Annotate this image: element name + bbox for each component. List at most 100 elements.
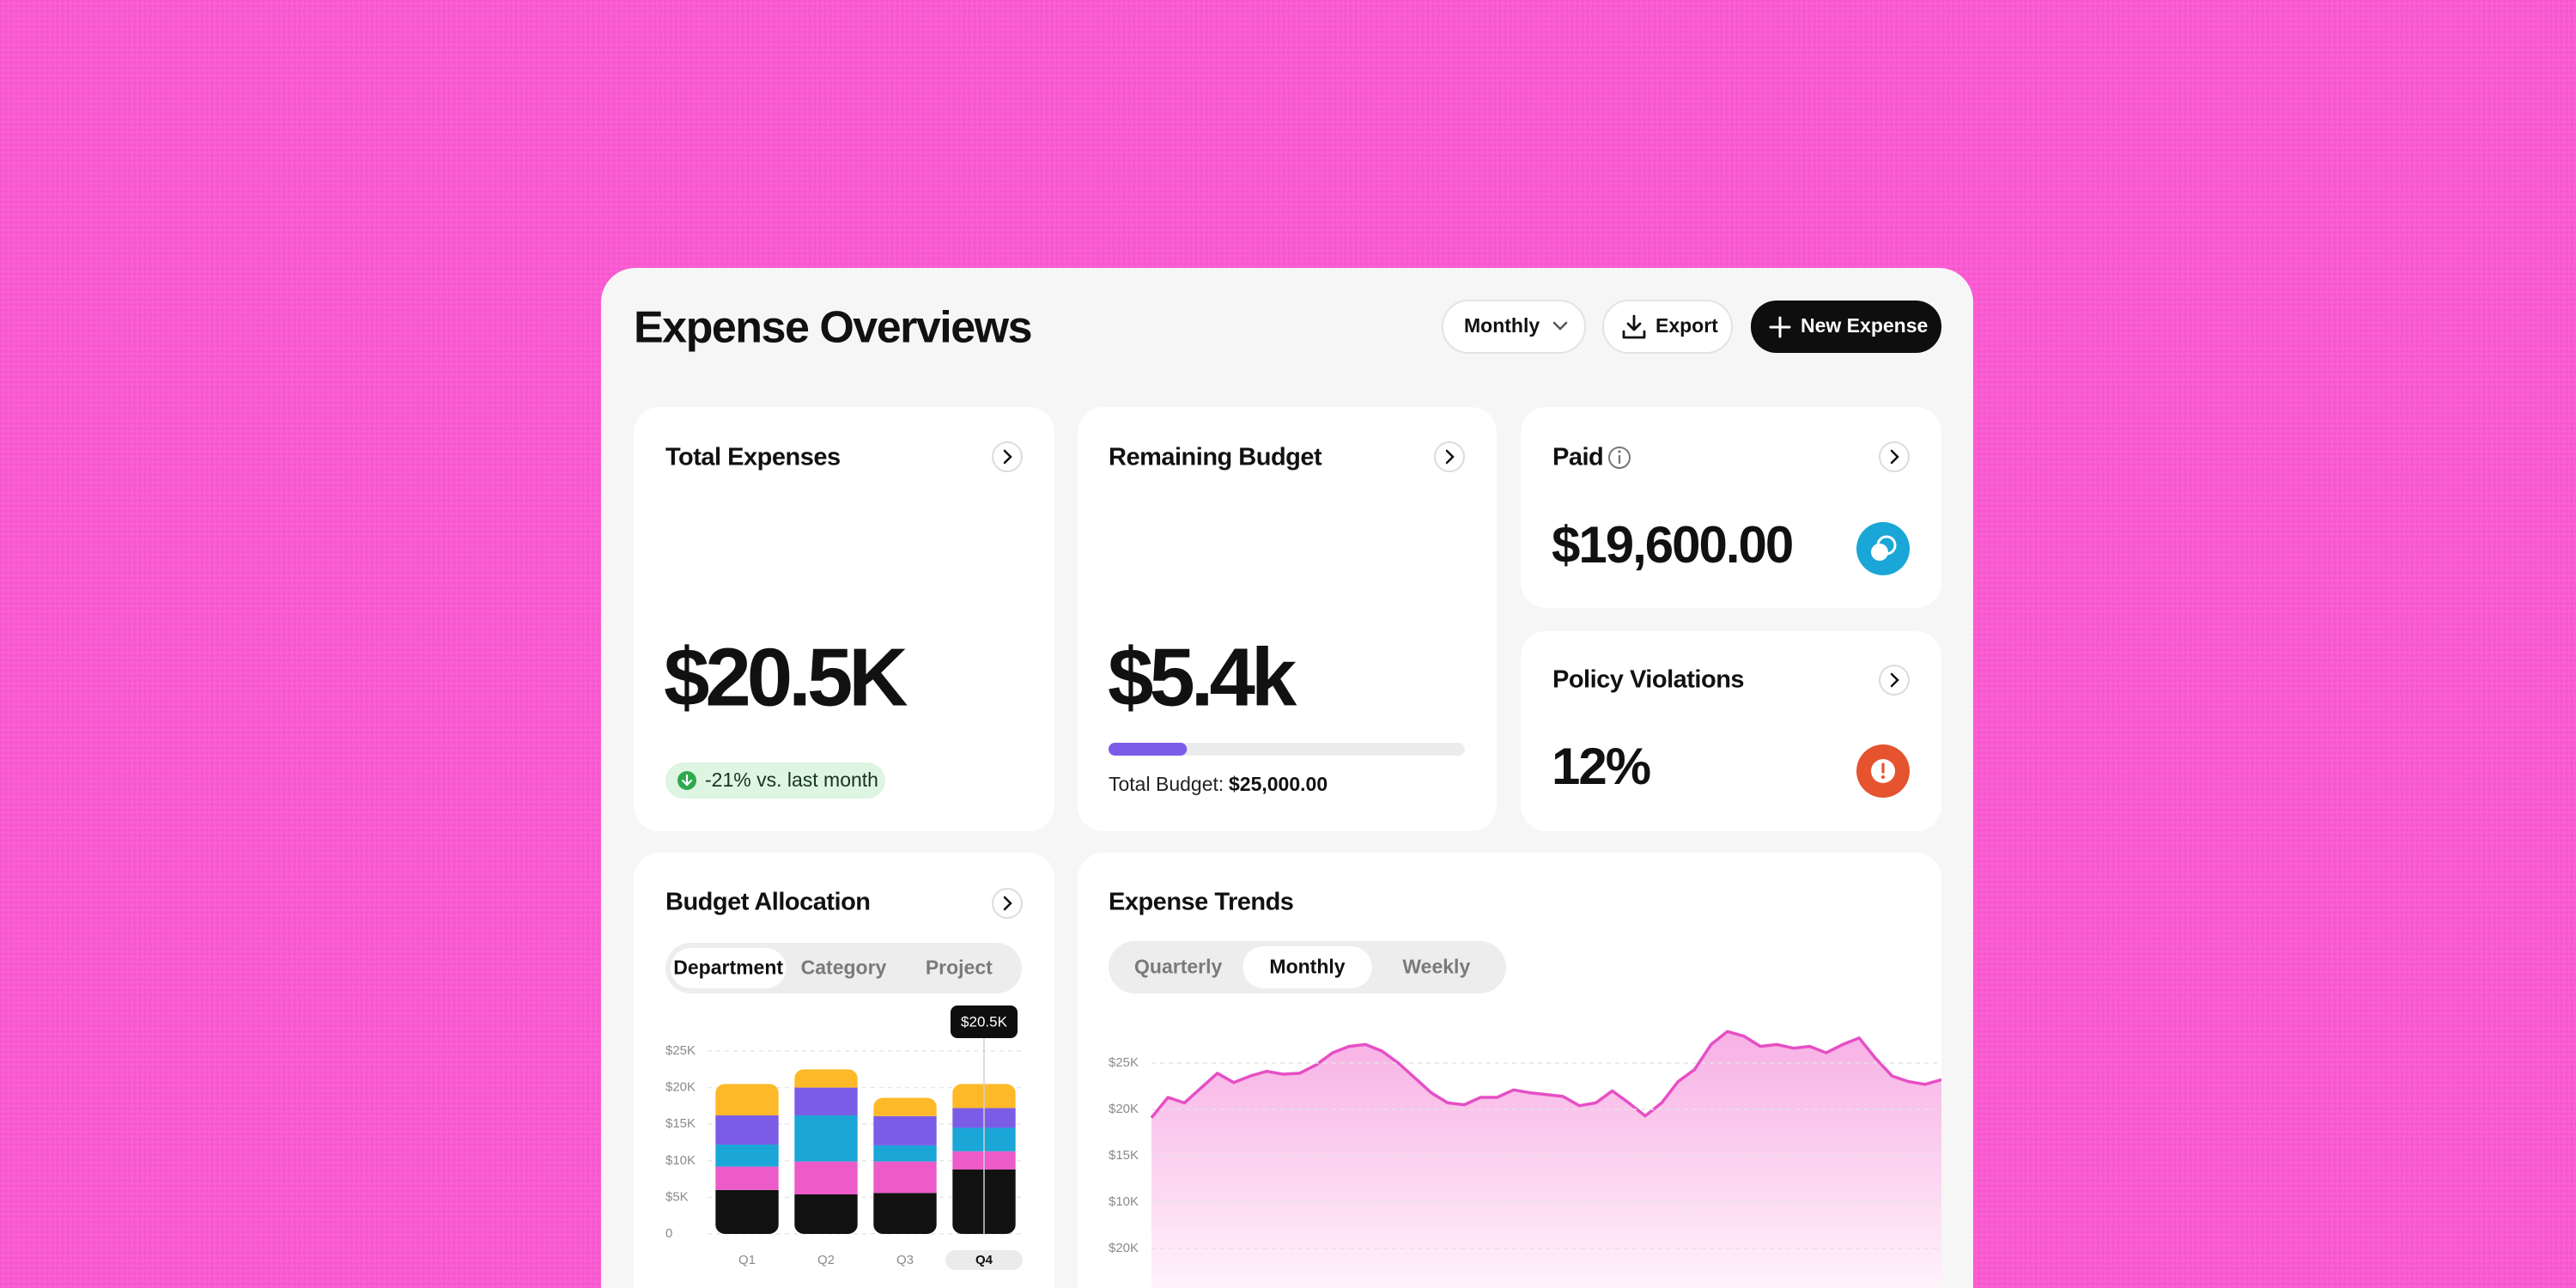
bar-segment	[794, 1087, 858, 1115]
tab[interactable]: Quarterly	[1134, 956, 1222, 978]
card-title: Budget Allocation	[665, 889, 871, 916]
bar-segment	[794, 1194, 858, 1234]
progress-track	[1109, 743, 1465, 756]
category-highlight	[945, 1250, 1023, 1270]
coin	[1871, 544, 1888, 561]
new-expense-label[interactable]: New Expense	[1801, 314, 1928, 337]
card	[1078, 407, 1497, 831]
bar-segment	[873, 1193, 937, 1234]
down-arrow	[681, 774, 693, 787]
tab[interactable]: Project	[926, 957, 993, 979]
y-tick-label: $5K	[665, 1189, 689, 1204]
dropdown-label[interactable]: Monthly	[1464, 314, 1540, 337]
tooltip-box	[951, 1005, 1018, 1038]
tab[interactable]: Monthly	[1269, 956, 1345, 978]
y-tick-label: $15K	[1109, 1148, 1139, 1163]
bar-segment	[715, 1115, 779, 1145]
tab[interactable]: Weekly	[1402, 956, 1470, 978]
download-icon	[1622, 314, 1646, 339]
progress-fill	[1109, 743, 1188, 756]
y-tick-label: $20K	[1109, 1241, 1139, 1255]
y-tick-label: $10K	[1109, 1194, 1139, 1209]
charts: Department Category Project $25K $20K $15K $10…	[665, 941, 1941, 1288]
kpi-value: $19,600.00	[1552, 516, 1792, 574]
x-tick-label: Q2	[817, 1253, 835, 1267]
chevron-right	[1003, 896, 1012, 911]
chevron-right	[1445, 449, 1455, 465]
bar-segment	[794, 1115, 858, 1162]
chevron-right	[1890, 449, 1899, 465]
tab-selected[interactable]	[671, 948, 787, 988]
bar-segment	[715, 1145, 779, 1167]
bar-segment	[873, 1115, 937, 1145]
card-title: Total Expenses	[665, 444, 841, 471]
export-bg[interactable]	[1602, 300, 1733, 354]
bar-segment	[873, 1161, 937, 1194]
plus-icon	[1769, 316, 1791, 338]
trend-plot	[1150, 1030, 1941, 1288]
arrow-circle[interactable]	[992, 441, 1023, 472]
arrow-circle[interactable]	[1434, 441, 1465, 472]
kpi-value: $5.4k	[1108, 631, 1297, 723]
card-title: Policy Violations	[1552, 666, 1744, 694]
change-text: -21% vs. last month	[705, 769, 878, 791]
arrow-circle[interactable]	[1879, 441, 1910, 472]
card-title: Expense Trends	[1109, 889, 1293, 916]
info-icon[interactable]	[1608, 447, 1631, 469]
y-tick-label: $25K	[1109, 1055, 1139, 1070]
tab[interactable]: Department	[673, 957, 783, 979]
kpi-value: 12%	[1552, 738, 1650, 795]
kpi-value: $20.5K	[664, 631, 908, 723]
chevron-down	[1552, 321, 1568, 331]
new-expense-bg[interactable]	[1751, 301, 1941, 353]
new-expense-button[interactable]: New Expense	[1751, 301, 1941, 353]
x-tick-label: Q3	[896, 1253, 914, 1267]
card-title: Paid	[1552, 444, 1603, 471]
y-tick-label: $20K	[665, 1080, 696, 1095]
card	[1521, 631, 1941, 831]
y-tick-label: $20K	[1109, 1102, 1139, 1116]
bar-segment	[794, 1069, 858, 1088]
period-dropdown[interactable]: Monthly	[1442, 300, 1586, 354]
card	[634, 407, 1054, 831]
arrow-button[interactable]	[1434, 441, 1465, 472]
change-badge	[665, 762, 885, 799]
trend-line	[1150, 1030, 1941, 1119]
arrow-circle[interactable]	[992, 888, 1023, 919]
dropdown-bg[interactable]	[1442, 300, 1586, 354]
tab[interactable]: Category	[801, 957, 887, 979]
tooltip-label: $20.5K	[961, 1013, 1008, 1030]
card-title: Remaining Budget	[1109, 444, 1322, 471]
stacked-bar	[715, 1084, 779, 1234]
y-tick-label: $25K	[665, 1043, 696, 1058]
arrow-circle[interactable]	[1879, 665, 1910, 696]
arrow-button[interactable]	[1879, 665, 1910, 696]
bar-segment	[873, 1097, 937, 1116]
budget-value: $25,000.00	[1229, 773, 1327, 795]
bar-segment	[715, 1189, 779, 1234]
bar-segment	[873, 1145, 937, 1162]
export-label[interactable]: Export	[1656, 314, 1718, 337]
tab-selected[interactable]	[1242, 946, 1372, 988]
chevron-right	[1890, 672, 1899, 688]
bar-segment	[715, 1084, 779, 1115]
y-tick-label: $10K	[665, 1153, 696, 1168]
bar-segment	[794, 1161, 858, 1194]
x-tick-label: Q4	[975, 1253, 993, 1267]
x-tick-label: Q1	[738, 1253, 756, 1267]
export-button[interactable]: Export	[1602, 300, 1733, 354]
area-fill	[1151, 1031, 1941, 1288]
alert-dot	[1881, 775, 1885, 779]
info-dot	[1618, 450, 1621, 453]
y-tick-label: 0	[665, 1226, 672, 1241]
bar-segment	[715, 1166, 779, 1190]
card	[1521, 407, 1941, 608]
chevron-right	[1003, 449, 1012, 465]
arrow-button[interactable]	[1879, 441, 1910, 472]
arrow-button[interactable]	[992, 441, 1023, 472]
y-tick-label: $15K	[665, 1116, 696, 1131]
arrow-button[interactable]	[992, 888, 1023, 919]
stacked-bar	[873, 1097, 937, 1234]
